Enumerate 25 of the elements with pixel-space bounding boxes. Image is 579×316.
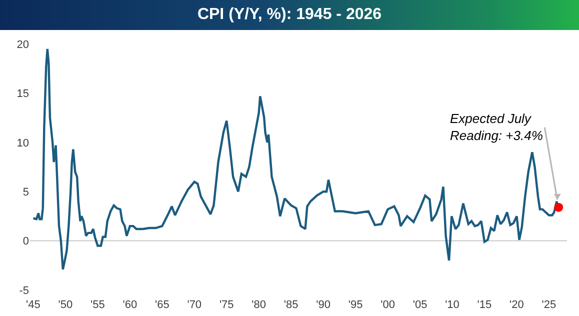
x-tick-label: '10 xyxy=(445,299,460,311)
x-tick-label: '85 xyxy=(284,299,298,311)
x-tick-label: '50 xyxy=(58,299,73,311)
y-tick-label: -5 xyxy=(19,284,29,297)
x-tick-label: '45 xyxy=(26,299,40,311)
x-tick-label: '05 xyxy=(412,299,428,311)
x-tick-label: '95 xyxy=(348,299,363,311)
y-tick-label: 10 xyxy=(16,137,29,150)
x-tick-label: '55 xyxy=(90,299,105,311)
annotation: Expected July Reading: +3.4% xyxy=(450,111,543,143)
x-tick-label: '25 xyxy=(542,299,556,311)
y-tick-label: 15 xyxy=(16,88,29,100)
x-tick-label: '00 xyxy=(380,299,395,311)
chart-title: CPI (Y/Y, %): 1945 - 2026 xyxy=(0,0,579,30)
x-tick-label: '60 xyxy=(122,299,138,311)
x-tick-label: '20 xyxy=(510,299,524,311)
x-tick-label: '15 xyxy=(477,299,492,311)
x-tick-label: '80 xyxy=(252,299,266,311)
y-tick-label: 5 xyxy=(22,186,29,198)
x-tick-label: '90 xyxy=(316,299,330,311)
x-tick-label: '75 xyxy=(219,299,234,311)
x-tick-label: '70 xyxy=(187,299,202,311)
y-tick-label: 20 xyxy=(16,38,29,51)
x-tick-label: '65 xyxy=(154,299,170,311)
y-tick-label: 0 xyxy=(22,236,29,248)
